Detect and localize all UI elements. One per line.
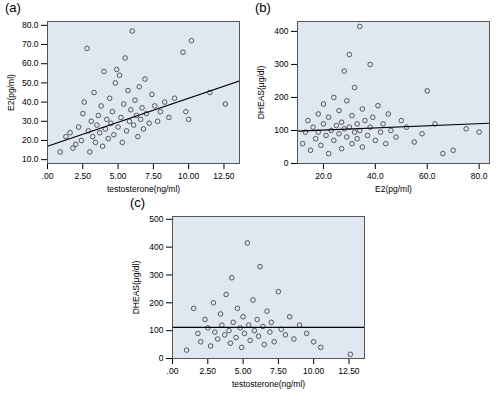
html-text:(c): (c) (130, 195, 146, 210)
svg-text:40.0: 40.0 (22, 97, 39, 107)
svg-text:E2(pg/ml): E2(pg/ml) (6, 74, 16, 111)
svg-text:100: 100 (274, 125, 288, 135)
svg-text:5.00: 5.00 (235, 366, 252, 376)
svg-text:500: 500 (149, 214, 163, 224)
svg-text:E2(pg/ml): E2(pg/ml) (375, 184, 412, 194)
svg-text:30.0: 30.0 (22, 116, 39, 126)
svg-text:60.0: 60.0 (419, 171, 436, 181)
svg-text:testosterone(ng/ml): testosterone(ng/ml) (232, 379, 305, 389)
svg-text:70.0: 70.0 (22, 39, 39, 49)
svg-text:testosterone(ng/ml): testosterone(ng/ml) (107, 184, 180, 194)
svg-text:400: 400 (149, 242, 163, 252)
svg-text:5.00: 5.00 (110, 171, 127, 181)
svg-text:80.0: 80.0 (471, 171, 488, 181)
svg-text:12.50: 12.50 (213, 171, 235, 181)
svg-text:80.0: 80.0 (22, 20, 39, 30)
svg-text:60.0: 60.0 (22, 58, 39, 68)
svg-text:10.00: 10.00 (178, 171, 200, 181)
svg-text:12.50: 12.50 (338, 366, 360, 376)
svg-text:.00: .00 (167, 366, 179, 376)
svg-text:300: 300 (149, 270, 163, 280)
svg-text:20.0: 20.0 (315, 171, 332, 181)
svg-text:50.0: 50.0 (22, 78, 39, 88)
svg-text:DHEAS(μg/dl): DHEAS(μg/dl) (131, 261, 141, 315)
svg-text:DHEAS(μg/dl): DHEAS(μg/dl) (256, 66, 266, 120)
svg-text:10.00: 10.00 (303, 366, 325, 376)
svg-text:.00: .00 (42, 171, 54, 181)
svg-text:100: 100 (149, 325, 163, 335)
svg-text:7.50: 7.50 (270, 366, 287, 376)
svg-text:2.50: 2.50 (200, 366, 217, 376)
svg-text:20.0: 20.0 (22, 135, 39, 145)
svg-text:10.0: 10.0 (22, 154, 39, 164)
svg-text:2.50: 2.50 (75, 171, 92, 181)
svg-text:300: 300 (274, 59, 288, 69)
svg-text:200: 200 (274, 92, 288, 102)
svg-text:200: 200 (149, 298, 163, 308)
html-text:(a): (a) (5, 0, 21, 15)
html-text:(b): (b) (255, 0, 271, 15)
svg-text:0: 0 (159, 353, 164, 363)
svg-text:400: 400 (274, 26, 288, 36)
svg-text:7.50: 7.50 (145, 171, 162, 181)
svg-text:0: 0 (284, 158, 289, 168)
svg-text:40.0: 40.0 (367, 171, 384, 181)
